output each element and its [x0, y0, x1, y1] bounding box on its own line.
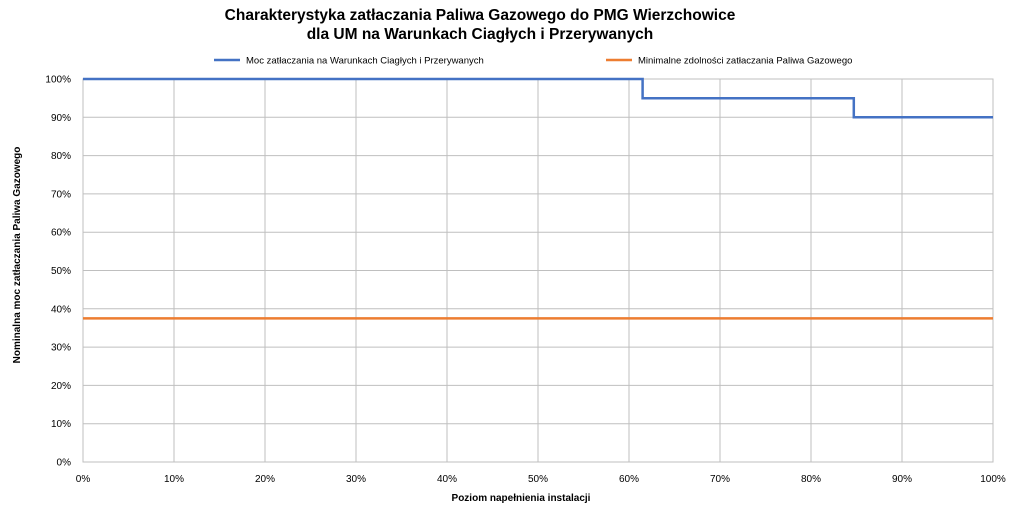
- y-axis-title: Nominalna moc zatłaczania Paliwa Gazoweg…: [12, 147, 23, 364]
- x-tick-label: 60%: [619, 474, 639, 485]
- y-tick-label: 10%: [51, 419, 71, 430]
- x-tick-label: 30%: [346, 474, 366, 485]
- y-tick-label: 30%: [51, 343, 71, 354]
- x-tick-label: 70%: [710, 474, 730, 485]
- chart-title-block: Charakterystyka zatłaczania Paliwa Gazow…: [160, 6, 800, 44]
- x-tick-label: 40%: [437, 474, 457, 485]
- chart-title: Charakterystyka zatłaczania Paliwa Gazow…: [224, 7, 736, 24]
- x-tick-label: 10%: [164, 474, 184, 485]
- legend-label-2: Minimalne zdolności zatłaczania Paliwa G…: [638, 56, 852, 67]
- legend: Moc zatłaczania na Warunkach Ciagłych i …: [214, 56, 852, 67]
- y-tick-label: 20%: [51, 381, 71, 392]
- grid-lines: [82, 78, 994, 463]
- series-lines: [83, 77, 993, 320]
- x-tick-label: 0%: [76, 474, 91, 485]
- x-tick-label: 90%: [892, 474, 912, 485]
- y-tick-label: 0%: [57, 458, 72, 469]
- y-tick-label: 80%: [51, 151, 71, 162]
- x-tick-label: 50%: [528, 474, 548, 485]
- y-tick-label: 40%: [51, 304, 71, 315]
- y-tick-label: 50%: [51, 266, 71, 277]
- y-tick-label: 60%: [51, 228, 71, 239]
- chart-subtitle: dla UM na Warunkach Ciagłych i Przerywan…: [306, 26, 654, 43]
- legend-label-1: Moc zatłaczania na Warunkach Ciagłych i …: [246, 56, 484, 67]
- y-tick-label: 90%: [51, 113, 71, 124]
- series-line-1: [83, 77, 993, 119]
- y-tick-label: 70%: [51, 189, 71, 200]
- x-tick-label: 20%: [255, 474, 275, 485]
- x-axis-ticks: 0% 10% 20% 30% 40% 50% 60% 70% 80% 90% 100%: [76, 474, 1006, 485]
- x-axis-title: Poziom napełnienia instalacji: [452, 493, 591, 504]
- x-tick-label: 80%: [801, 474, 821, 485]
- y-axis-ticks: 0% 10% 20% 30% 40% 50% 60% 70% 80% 90% 100%: [45, 75, 71, 469]
- y-tick-label: 100%: [45, 75, 71, 86]
- x-tick-label: 100%: [980, 474, 1006, 485]
